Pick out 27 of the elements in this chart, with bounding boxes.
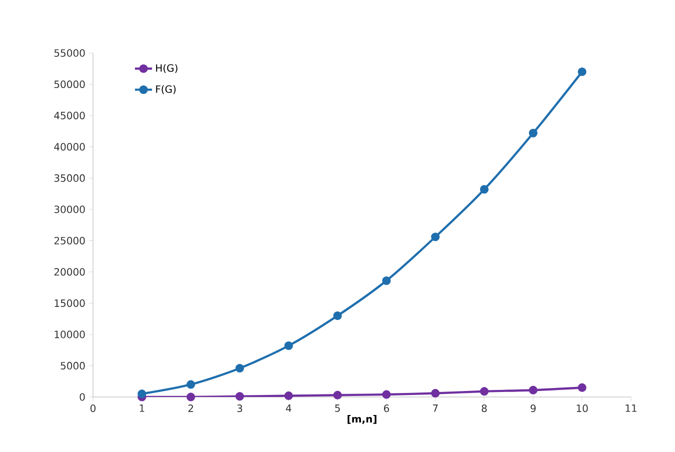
y-tick-label: 55000 [54,49,85,57]
legend-label: F(G) [156,85,176,94]
x-tick-label: 7 [433,404,438,412]
legend-label: H(G) [156,64,178,73]
x-tick-label: 9 [530,404,536,412]
x-tick-label: 0 [90,404,96,412]
x-axis-title: [m,n] [348,414,376,424]
y-tick-label: 50000 [54,80,85,88]
y-tick-label: 10000 [54,330,85,338]
y-tick-label: 20000 [54,268,85,276]
y-tick-label: 0 [80,393,85,401]
y-tick-label: 40000 [54,143,85,151]
x-tick-label: 11 [626,404,636,412]
x-tick-label: 4 [286,404,292,412]
x-tick-label: 1 [140,404,144,412]
x-tick-label: 3 [237,404,242,412]
y-tick-label: 35000 [54,174,85,182]
x-tick-label: 6 [384,404,390,412]
x-tick-label: 2 [188,404,194,412]
y-tick-label: 5000 [60,362,85,370]
y-tick-label: 45000 [54,112,85,120]
y-tick-label: 15000 [54,299,85,307]
x-tick-label: 8 [482,404,487,412]
y-tick-label: 25000 [54,236,85,244]
y-tick-label: 30000 [54,206,85,214]
x-tick-label: 10 [576,404,588,412]
x-tick-label: 5 [335,404,340,412]
